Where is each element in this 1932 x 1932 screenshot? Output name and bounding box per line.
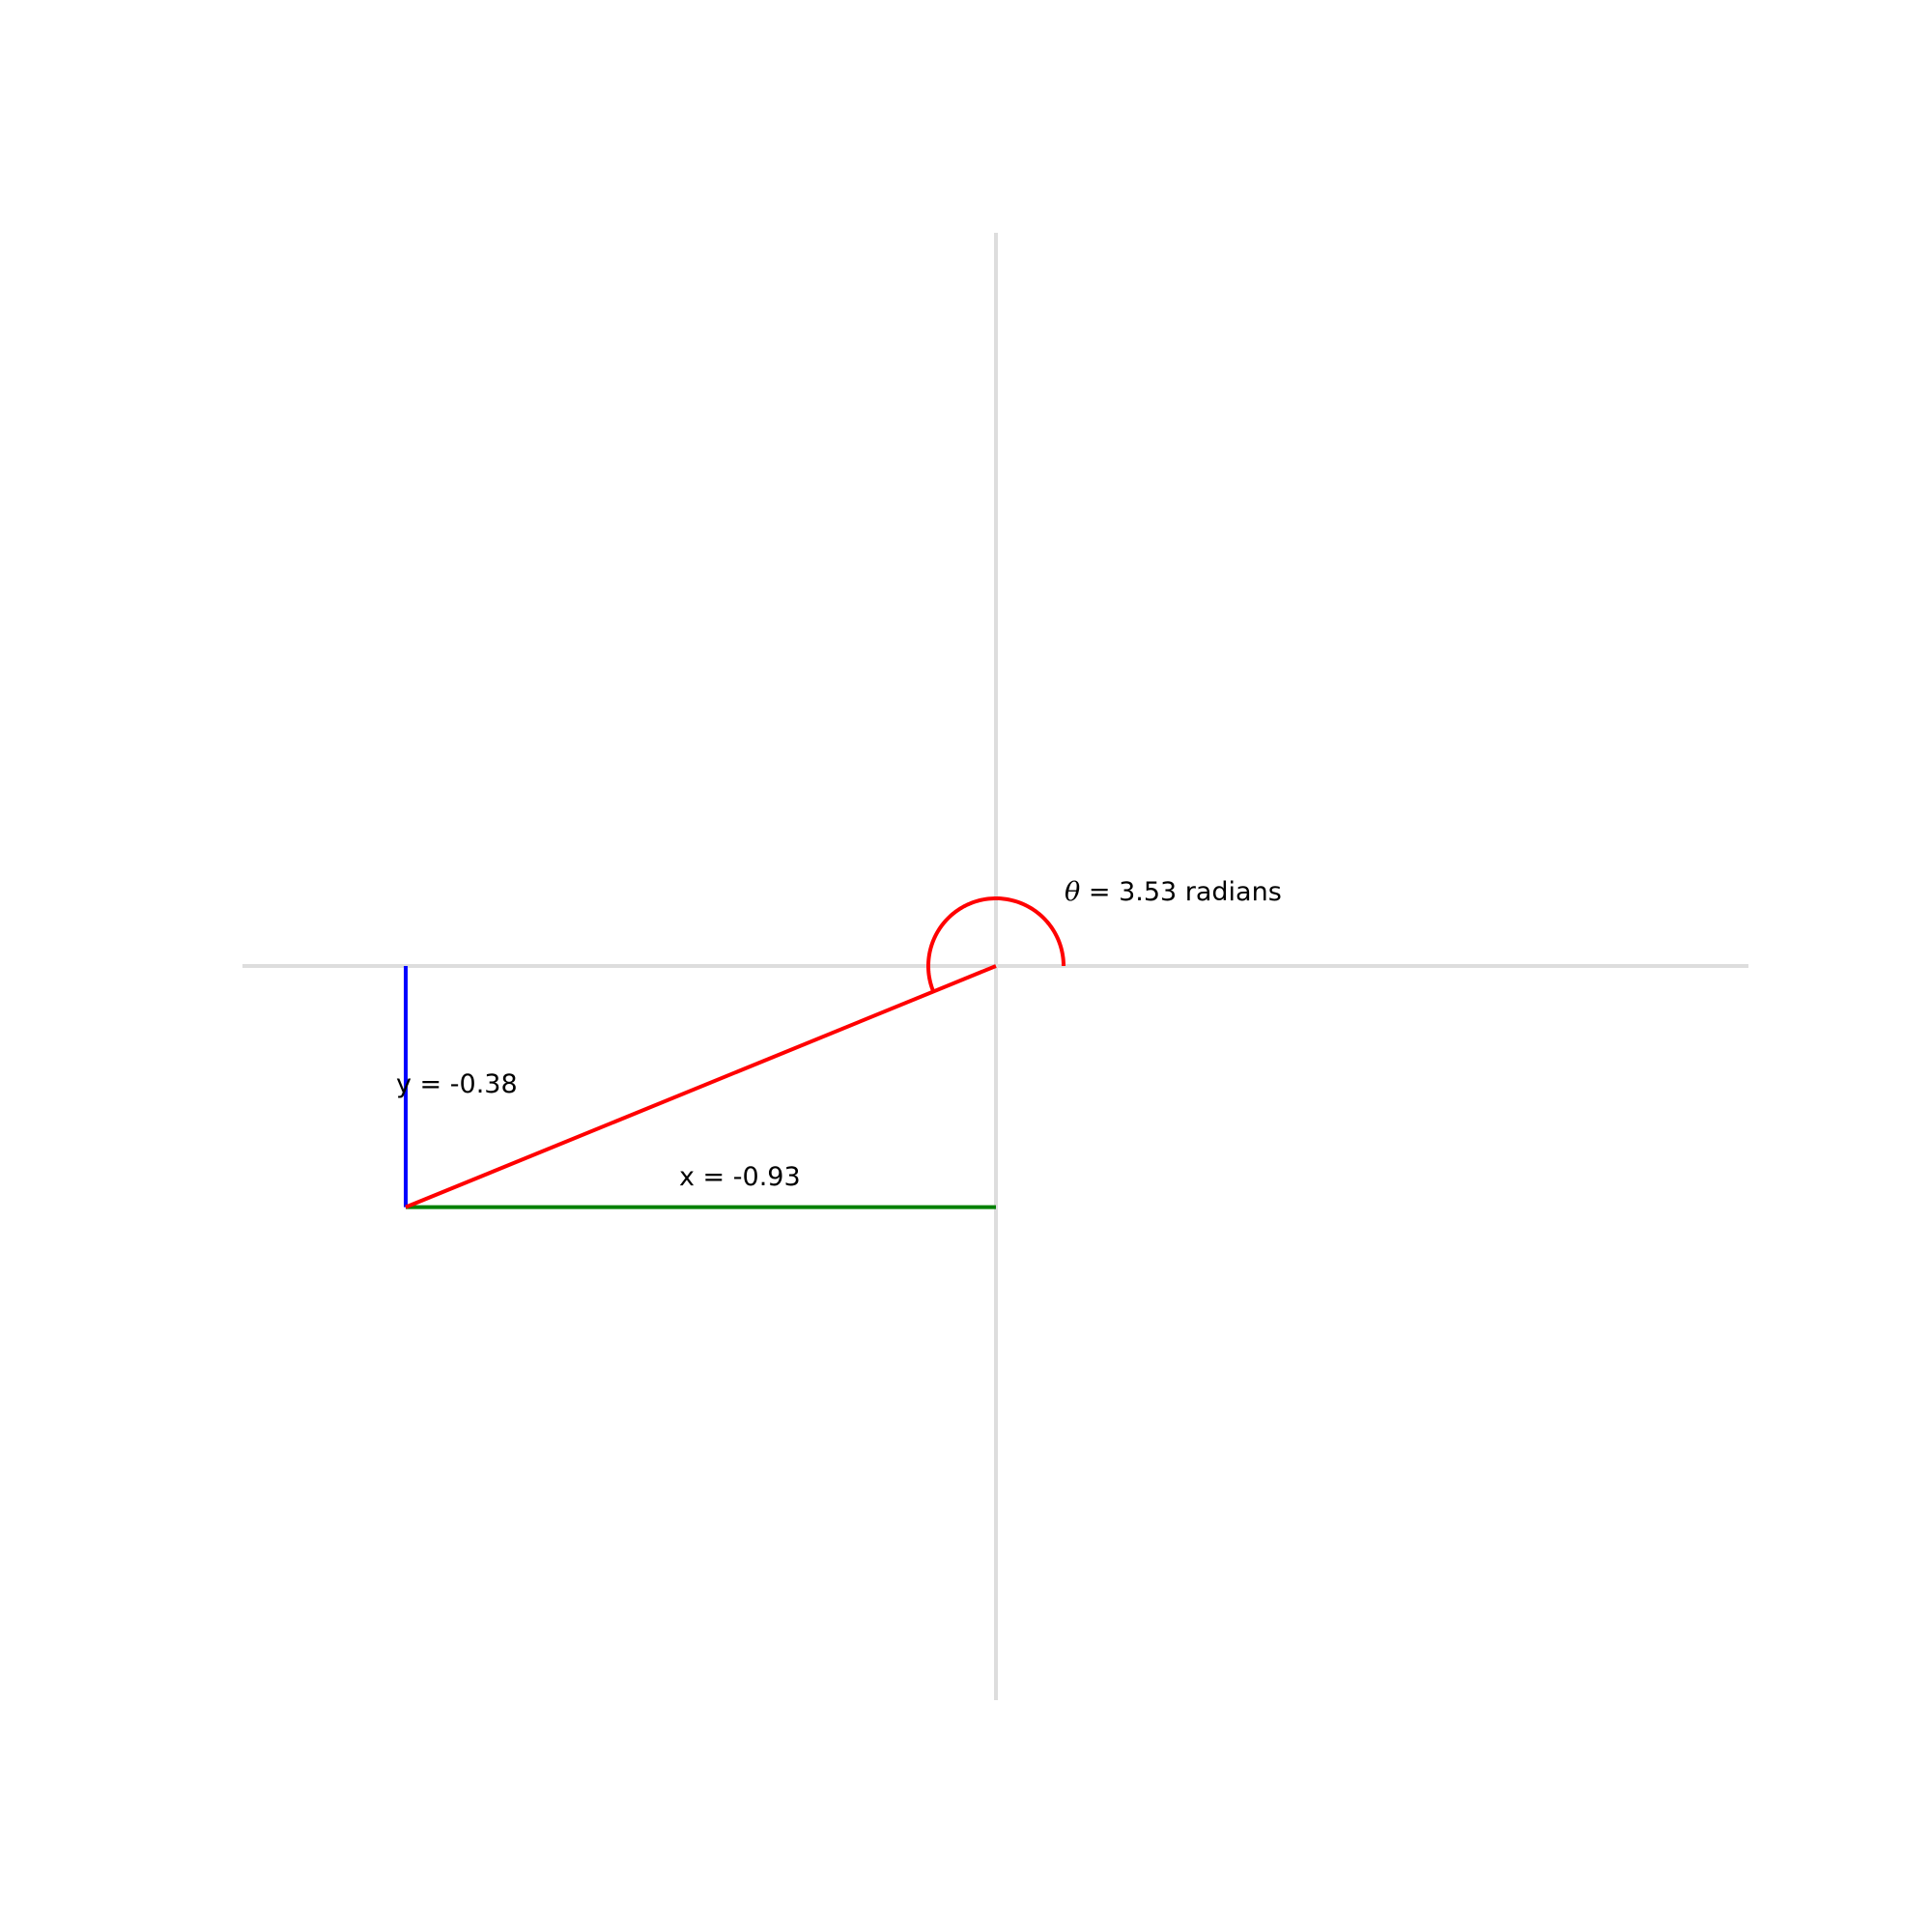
angle-label-value: 3.53 bbox=[1119, 877, 1177, 907]
angle-label-equals: = bbox=[1080, 877, 1119, 907]
theta-symbol: θ bbox=[1065, 877, 1080, 907]
y-value-label: y = -0.38 bbox=[396, 1069, 518, 1099]
angle-arc bbox=[925, 895, 1065, 993]
x-value-label: x = -0.93 bbox=[679, 1162, 801, 1192]
radius-line bbox=[405, 964, 997, 1209]
angle-label-unit: radians bbox=[1177, 877, 1282, 907]
angle-label: θ = 3.53 radians bbox=[1065, 877, 1282, 907]
